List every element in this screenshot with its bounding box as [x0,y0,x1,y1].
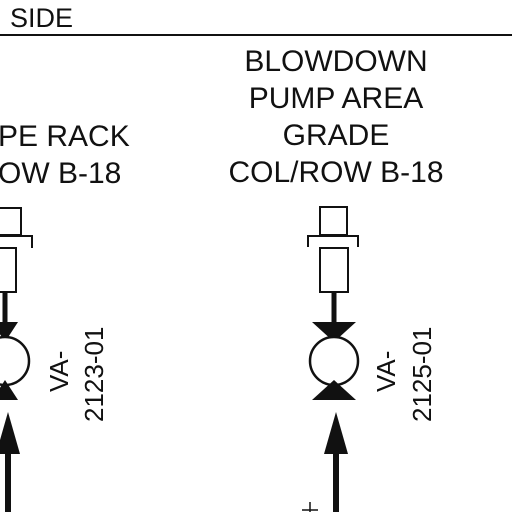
left-valve-tag-line1: VA- [44,351,74,392]
left-valve-tag-line2: 2123-01 [79,327,109,422]
left-valve-top-box [0,207,22,236]
right-valve-bracket [307,235,359,247]
left-valve-ball [0,335,31,387]
right-valve-body [319,247,349,293]
right-valve-top-box [319,206,348,236]
left-location-line1: PE RACK [0,120,130,153]
left-valve-bracket [0,235,33,248]
right-valve-tag: VA- 2125-01 [371,327,437,422]
right-valve-bottom-triangle [312,380,356,400]
tick-mark [302,502,318,512]
left-flow-arrow [0,412,20,454]
right-location-line4: COL/ROW B-18 [228,156,443,189]
left-valve-body [0,247,17,293]
right-valve-ball [308,335,360,387]
right-location-label: BLOWDOWN PUMP AREA GRADE COL/ROW B-18 [228,45,443,189]
left-valve-bottom-triangle [0,380,18,400]
right-valve-assembly: VA- 2125-01 [307,206,437,512]
right-location-line2: PUMP AREA [249,82,424,115]
right-location-line1: BLOWDOWN [244,45,427,78]
left-valve-assembly: VA- 2123-01 [0,207,109,512]
right-valve-top-triangle [312,322,356,342]
right-valve-tag-line2: 2125-01 [407,327,437,422]
left-location-line2: OW B-18 [0,157,121,190]
left-valve-tag: VA- 2123-01 [44,327,109,422]
right-location-line3: GRADE [283,119,390,152]
side-label: SIDE [10,3,73,33]
left-location-label: PE RACK OW B-18 [0,120,130,190]
right-valve-tag-line1: VA- [371,351,401,392]
right-flow-arrow [324,412,348,454]
